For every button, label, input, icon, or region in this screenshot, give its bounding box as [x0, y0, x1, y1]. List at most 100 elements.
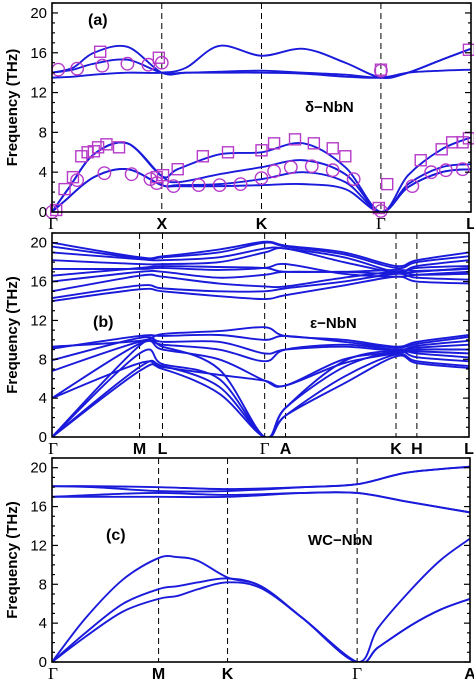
- phonon-branch-20: [52, 240, 469, 268]
- material-label: WC−NbN: [308, 532, 373, 549]
- y-tick-label: 8: [39, 576, 47, 593]
- x-tick-label: L: [464, 441, 474, 458]
- y-tick-label: 0: [39, 429, 47, 446]
- data-point-square: [307, 137, 321, 150]
- panel-a: 0 4 8 12 16 20 Frequency (THz) Γ X K Γ L (a) δ−NbN: [4, 2, 474, 233]
- y-tick-label: 4: [39, 615, 47, 632]
- y-axis: 0 4 8 12 16 20: [30, 2, 471, 221]
- phonon-branch-7: [52, 465, 470, 491]
- data-point-square: [156, 168, 170, 182]
- data-point-square: [221, 146, 235, 159]
- phonon-branch-16: [52, 262, 469, 278]
- phonon-branch-18: [52, 246, 469, 274]
- y-axis-label: Frequency (THz): [4, 49, 21, 167]
- data-point-circle: [374, 204, 388, 218]
- data-point-square: [196, 150, 210, 163]
- y-tick-label: 20: [30, 5, 47, 22]
- phonon-branch-2: [52, 167, 471, 212]
- data-point-circle: [166, 179, 181, 194]
- y-axis: 0 4 8 12 16 20: [30, 232, 469, 446]
- y-axis: 0 4 8 12 16 20: [30, 457, 470, 671]
- data-point-circle: [424, 165, 439, 180]
- plot-frame: [51, 232, 470, 438]
- phonon-branch-2: [52, 577, 470, 662]
- y-tick-label: 4: [39, 164, 47, 181]
- phonon-branch-12: [52, 272, 469, 300]
- data-point-circle: [283, 160, 298, 175]
- x-tick-label: M: [133, 441, 146, 458]
- x-tick-label: K: [256, 216, 268, 233]
- plot-frame: [51, 2, 472, 213]
- x-tick-label: Γ: [48, 664, 58, 683]
- phonon-branch-7: [52, 44, 471, 79]
- data-point-square: [112, 141, 126, 154]
- data-point-circle: [438, 163, 453, 178]
- y-tick-label: 8: [39, 351, 47, 368]
- x-tick-label: Γ: [260, 439, 270, 458]
- phonon-branch-1: [52, 354, 469, 437]
- data-point-circle: [70, 173, 85, 188]
- phonon-branch-2: [52, 352, 469, 437]
- phonon-branch-10: [52, 326, 469, 348]
- bands: [52, 465, 470, 662]
- y-tick-label: 12: [30, 312, 47, 329]
- data-point-square: [93, 45, 107, 58]
- phonon-branch-3: [52, 537, 470, 662]
- data-point-circle: [141, 57, 156, 72]
- data-point-square: [435, 143, 448, 156]
- phonon-branch-8: [52, 336, 469, 362]
- y-tick-label: 20: [30, 460, 47, 477]
- data-point-square: [374, 63, 388, 76]
- x-tick-label: Γ: [48, 214, 58, 233]
- data-point-circle: [405, 179, 420, 194]
- data-point-square: [171, 163, 184, 176]
- data-point-square: [150, 170, 163, 184]
- y-tick-label: 0: [39, 204, 47, 221]
- data-point-square: [381, 177, 394, 191]
- x-tick-label: K: [222, 666, 234, 683]
- phonon-branch-3: [52, 348, 469, 437]
- panel-label: (c): [106, 527, 126, 544]
- data-point-circle: [254, 171, 269, 186]
- data-point-square: [152, 51, 166, 64]
- data-point-circle: [70, 61, 85, 76]
- y-tick-label: 0: [39, 654, 47, 671]
- y-tick-label: 12: [30, 537, 47, 554]
- x-tick-label: Γ: [352, 664, 362, 683]
- x-tick-label: H: [411, 441, 423, 458]
- data-point-circle: [455, 162, 470, 177]
- x-tick-label: K: [390, 441, 402, 458]
- x-tick-label: Γ: [48, 439, 58, 458]
- y-tick-label: 20: [30, 235, 47, 252]
- data-point-circle: [325, 163, 340, 178]
- data-point-square: [288, 133, 302, 146]
- data-point-circle: [120, 56, 135, 71]
- data-point-circle: [212, 178, 227, 193]
- y-tick-label: 8: [39, 124, 47, 141]
- data-point-square: [326, 142, 339, 155]
- material-label: ε−NbN: [310, 315, 357, 332]
- data-point-square: [75, 150, 88, 163]
- y-tick-label: 4: [39, 390, 47, 407]
- x-tick-label: M: [152, 666, 165, 683]
- data-point-circle: [51, 62, 66, 77]
- data-point-square: [87, 145, 101, 158]
- data-point-circle: [191, 178, 206, 193]
- data-point-square: [255, 144, 268, 157]
- bands: [52, 240, 469, 437]
- data-point-square: [414, 154, 427, 167]
- x-tick-label: L: [466, 216, 474, 233]
- x-tick-label: Γ: [376, 214, 386, 233]
- data-point-circle: [267, 164, 281, 179]
- panel-label: (a): [88, 12, 108, 29]
- data-point-square: [372, 201, 386, 215]
- data-point-circle: [95, 58, 110, 73]
- y-tick-label: 16: [30, 45, 47, 62]
- data-point-square: [100, 138, 113, 151]
- x-tick-label: X: [156, 216, 167, 233]
- phonon-branch-5: [52, 350, 469, 400]
- data-point-square: [49, 203, 63, 217]
- data-point-square: [339, 150, 352, 163]
